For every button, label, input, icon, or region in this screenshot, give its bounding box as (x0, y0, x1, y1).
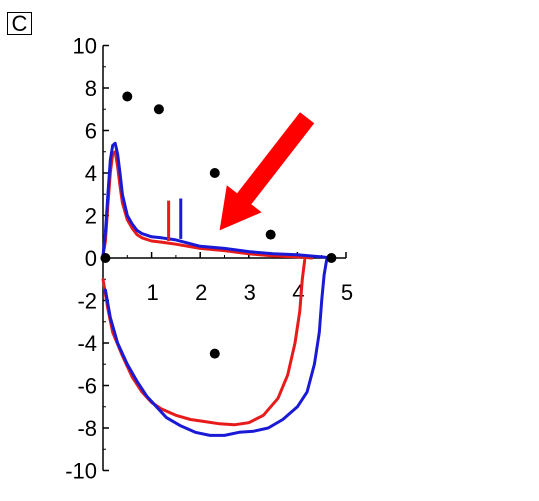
y-tick-label: 4 (85, 161, 97, 186)
data-point (100, 253, 111, 263)
series-layer (101, 141, 333, 437)
data-point (326, 253, 337, 263)
panel-label: C (7, 12, 32, 35)
data-point (209, 168, 220, 178)
x-tick-label: 3 (244, 280, 256, 305)
x-tick-label: 5 (341, 280, 353, 305)
series-0-upper-line (101, 150, 314, 260)
arrow-annotation (219, 112, 315, 231)
y-tick-label: -10 (65, 459, 97, 484)
y-tick-label: 8 (85, 76, 97, 101)
marker-layer (167, 198, 183, 241)
y-tick-label: -4 (77, 331, 97, 356)
y-tick-label: -8 (77, 416, 97, 441)
x-tick-label: 1 (146, 280, 158, 305)
y-tick-label: 6 (85, 119, 97, 144)
x-tick-label: 2 (195, 280, 207, 305)
data-point (265, 229, 276, 240)
y-tick-label: 2 (85, 204, 97, 229)
point-layer (100, 91, 337, 359)
data-point (209, 348, 220, 359)
data-point (153, 104, 164, 115)
y-tick-label: -2 (77, 289, 97, 314)
series-1-lower-line (103, 258, 329, 437)
y-tick-label: 0 (85, 246, 97, 271)
y-tick-label: 10 (73, 34, 97, 59)
series-1-upper-line (101, 141, 333, 260)
y-tick-label: -6 (77, 374, 97, 399)
data-point (122, 91, 133, 102)
annotation-layer (219, 112, 315, 231)
